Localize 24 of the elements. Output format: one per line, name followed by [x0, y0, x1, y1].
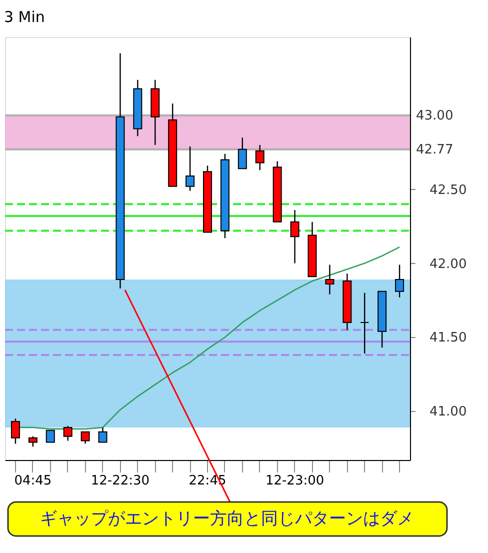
chart-title: 3 Min: [4, 8, 45, 26]
ref-line-label: 43.00: [416, 108, 454, 124]
candlestick: [46, 430, 55, 443]
candlestick: [325, 264, 334, 295]
candlestick: [10, 418, 20, 444]
candlestick: [360, 292, 370, 354]
y-tick-label: 42.00: [430, 256, 467, 272]
x-tick-label: 12-22:30: [90, 474, 150, 488]
y-tick-label: 42.50: [430, 182, 467, 198]
y-tick-label: 41.50: [430, 330, 467, 346]
text: ギャップがエントリー方向と同じパターンはダメ: [40, 509, 414, 529]
candlestick: [186, 146, 195, 192]
candlestick: [28, 436, 38, 448]
ref-line-label: 42.77: [416, 142, 454, 158]
y-tick-label: 41.00: [430, 404, 467, 420]
candlestick: [98, 426, 108, 443]
candlestick: [80, 431, 90, 444]
candlestick: [395, 264, 404, 298]
candlestick: [255, 144, 264, 171]
x-tick-label: 04:45: [14, 474, 52, 488]
candlestick: [238, 136, 247, 170]
candlestick: [63, 425, 72, 442]
candlestick: [290, 209, 300, 264]
x-tick-label: 12-23:00: [265, 474, 324, 488]
